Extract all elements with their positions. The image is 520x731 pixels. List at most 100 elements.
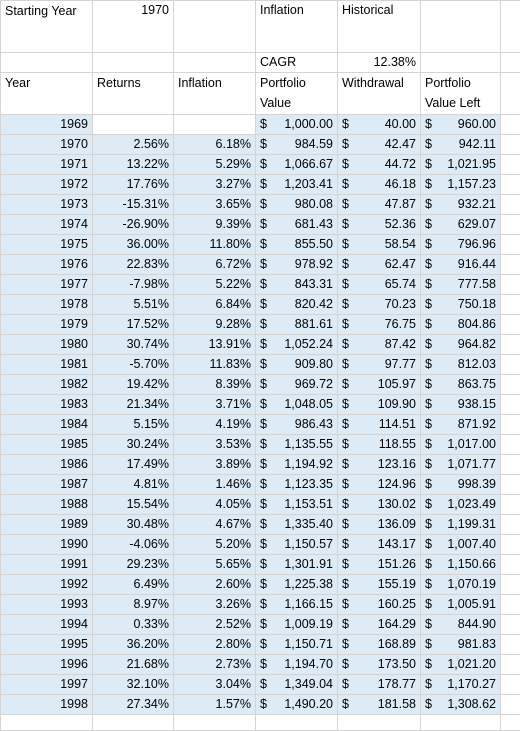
cell[interactable]: 5.22% [173, 274, 256, 295]
cell[interactable]: $1,490.20 [255, 694, 338, 715]
cell[interactable]: $47.87 [337, 194, 421, 215]
cell[interactable] [500, 534, 520, 555]
cell[interactable]: 1991 [0, 554, 93, 575]
cell[interactable]: 2.56% [92, 134, 174, 155]
cell[interactable]: $1,153.51 [255, 494, 338, 515]
cell[interactable]: $155.19 [337, 574, 421, 595]
cell[interactable]: $76.75 [337, 314, 421, 335]
cell[interactable]: 17.52% [92, 314, 174, 335]
cell[interactable] [92, 52, 174, 73]
cell[interactable]: $40.00 [337, 114, 421, 135]
cell[interactable]: $87.42 [337, 334, 421, 355]
cell[interactable]: $1,225.38 [255, 574, 338, 595]
cell[interactable]: 9.39% [173, 214, 256, 235]
cell[interactable]: $1,308.62 [420, 694, 501, 715]
cell[interactable]: 1986 [0, 454, 93, 475]
cell[interactable]: 3.89% [173, 454, 256, 475]
cell[interactable]: $969.72 [255, 374, 338, 395]
cell[interactable]: 4.81% [92, 474, 174, 495]
cell[interactable]: $109.90 [337, 394, 421, 415]
cell[interactable]: $168.89 [337, 634, 421, 655]
cell[interactable]: 32.10% [92, 674, 174, 695]
cell[interactable] [500, 654, 520, 675]
cell[interactable]: $97.77 [337, 354, 421, 375]
cell[interactable] [500, 434, 520, 455]
cell[interactable]: $164.29 [337, 614, 421, 635]
cell[interactable] [500, 514, 520, 535]
cell[interactable]: $978.92 [255, 254, 338, 275]
cell[interactable]: 2.73% [173, 654, 256, 675]
cell[interactable]: 29.23% [92, 554, 174, 575]
cell[interactable] [420, 52, 501, 73]
cell[interactable]: $820.42 [255, 294, 338, 315]
cell[interactable]: $1,301.91 [255, 554, 338, 575]
cell[interactable]: 5.51% [92, 294, 174, 315]
cell[interactable]: 21.68% [92, 654, 174, 675]
cell[interactable]: $1,052.24 [255, 334, 338, 355]
cell[interactable]: $1,000.00 [255, 114, 338, 135]
cell[interactable]: $932.21 [420, 194, 501, 215]
cell[interactable]: 6.49% [92, 574, 174, 595]
cell[interactable]: 5.20% [173, 534, 256, 555]
cell[interactable]: 36.00% [92, 234, 174, 255]
cell[interactable]: 1992 [0, 574, 93, 595]
cell[interactable] [92, 714, 174, 731]
cell[interactable]: 1970 [92, 0, 174, 53]
cell[interactable] [173, 714, 256, 731]
cell[interactable]: $1,157.23 [420, 174, 501, 195]
cell[interactable]: $58.54 [337, 234, 421, 255]
cell[interactable]: 36.20% [92, 634, 174, 655]
cell[interactable] [500, 52, 520, 73]
cell[interactable]: $881.61 [255, 314, 338, 335]
cell[interactable]: $844.90 [420, 614, 501, 635]
cell[interactable]: 8.39% [173, 374, 256, 395]
cell[interactable]: $1,166.15 [255, 594, 338, 615]
cell[interactable]: 1977 [0, 274, 93, 295]
cell[interactable]: 6.18% [173, 134, 256, 155]
cell[interactable] [500, 454, 520, 475]
cell[interactable] [500, 234, 520, 255]
cell[interactable]: 3.04% [173, 674, 256, 695]
cell[interactable]: -7.98% [92, 274, 174, 295]
cell[interactable] [500, 494, 520, 515]
cell[interactable]: 1987 [0, 474, 93, 495]
cell[interactable]: $1,005.91 [420, 594, 501, 615]
cell[interactable]: 1995 [0, 634, 93, 655]
cell[interactable]: 21.34% [92, 394, 174, 415]
cell[interactable]: 1985 [0, 434, 93, 455]
cell[interactable]: $173.50 [337, 654, 421, 675]
cell[interactable]: 1983 [0, 394, 93, 415]
cell[interactable]: $46.18 [337, 174, 421, 195]
cell[interactable]: $1,066.67 [255, 154, 338, 175]
cell[interactable]: 1989 [0, 514, 93, 535]
cell[interactable]: $1,150.57 [255, 534, 338, 555]
column-header[interactable]: Withdrawal [337, 72, 421, 115]
cell[interactable]: 30.48% [92, 514, 174, 535]
cell[interactable]: $871.92 [420, 414, 501, 435]
cell[interactable]: 4.05% [173, 494, 256, 515]
cell[interactable] [500, 134, 520, 155]
cell[interactable] [500, 594, 520, 615]
cell[interactable]: $1,194.92 [255, 454, 338, 475]
cell[interactable]: 3.26% [173, 594, 256, 615]
cell[interactable]: 1978 [0, 294, 93, 315]
cell[interactable]: -4.06% [92, 534, 174, 555]
cell[interactable] [500, 194, 520, 215]
cell[interactable] [500, 354, 520, 375]
cell[interactable] [500, 0, 520, 53]
cell[interactable] [500, 214, 520, 235]
cell[interactable]: $1,023.49 [420, 494, 501, 515]
cell[interactable]: 1996 [0, 654, 93, 675]
cell[interactable] [500, 294, 520, 315]
cell[interactable]: 4.19% [173, 414, 256, 435]
cell[interactable]: 27.34% [92, 694, 174, 715]
cell[interactable] [500, 334, 520, 355]
cell[interactable]: $984.59 [255, 134, 338, 155]
cell[interactable] [255, 714, 338, 731]
cell[interactable]: $1,170.27 [420, 674, 501, 695]
cell[interactable] [500, 254, 520, 275]
cell[interactable]: 6.84% [173, 294, 256, 315]
cell[interactable] [500, 574, 520, 595]
cell[interactable]: $1,017.00 [420, 434, 501, 455]
cell[interactable]: $65.74 [337, 274, 421, 295]
